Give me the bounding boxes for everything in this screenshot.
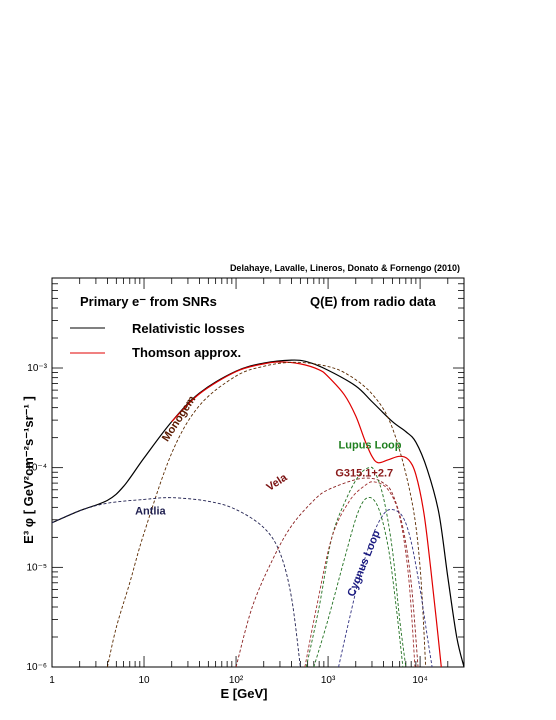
series-g315-1-2-7: [304, 481, 416, 667]
y-tick-labels: 10⁻⁶ 10⁻⁵ 10⁻⁴ 10⁻³: [26, 363, 47, 673]
credit-text: Delahaye, Lavalle, Lineros, Donato & For…: [230, 263, 460, 273]
annotation-antlia: Antlia: [135, 505, 166, 517]
x-tick-label: 10³: [321, 675, 336, 686]
x-tick-labels: 1 10 10² 10³ 10⁴: [49, 675, 428, 686]
x-axis-label: E [GeV]: [221, 686, 268, 701]
series-monogem: [106, 361, 427, 667]
title-left: Primary e⁻ from SNRs: [80, 294, 217, 309]
y-axis-label: E³ φ [ GeV²cm⁻²s⁻¹sr⁻¹ ]: [21, 396, 36, 544]
series-thomson-approx: [171, 361, 442, 667]
series-vela-green: [313, 497, 404, 667]
legend-label-thomson: Thomson approx.: [132, 345, 241, 360]
annotation-vela: Vela: [264, 471, 290, 494]
title-right: Q(E) from radio data: [310, 294, 436, 309]
series-layer: [52, 359, 464, 667]
x-tick-label: 1: [49, 675, 55, 686]
y-tick-label: 10⁻⁴: [26, 463, 47, 474]
x-tick-label: 10⁴: [412, 675, 427, 686]
series-relativistic-losses: [52, 359, 464, 667]
series-antlia: [52, 497, 301, 667]
y-tick-label: 10⁻⁶: [26, 662, 47, 673]
plot-frame: [51, 277, 465, 668]
axis-ticks: [51, 277, 465, 668]
legend-label-relativistic: Relativistic losses: [132, 321, 245, 336]
annotation-lupus-loop: Lupus Loop: [339, 440, 402, 452]
x-tick-label: 10²: [229, 675, 244, 686]
annotation-cygnus-loop: Cygnus Loop: [345, 529, 383, 599]
x-tick-label: 10: [138, 675, 150, 686]
annotation-g315-1-2-7: G315.1+2.7: [335, 467, 393, 479]
series-lupus-loop: [305, 466, 407, 667]
series-cygnus-loop: [338, 508, 433, 667]
y-tick-label: 10⁻⁵: [26, 562, 47, 573]
series-vela: [235, 477, 419, 667]
y-tick-label: 10⁻³: [27, 363, 47, 374]
